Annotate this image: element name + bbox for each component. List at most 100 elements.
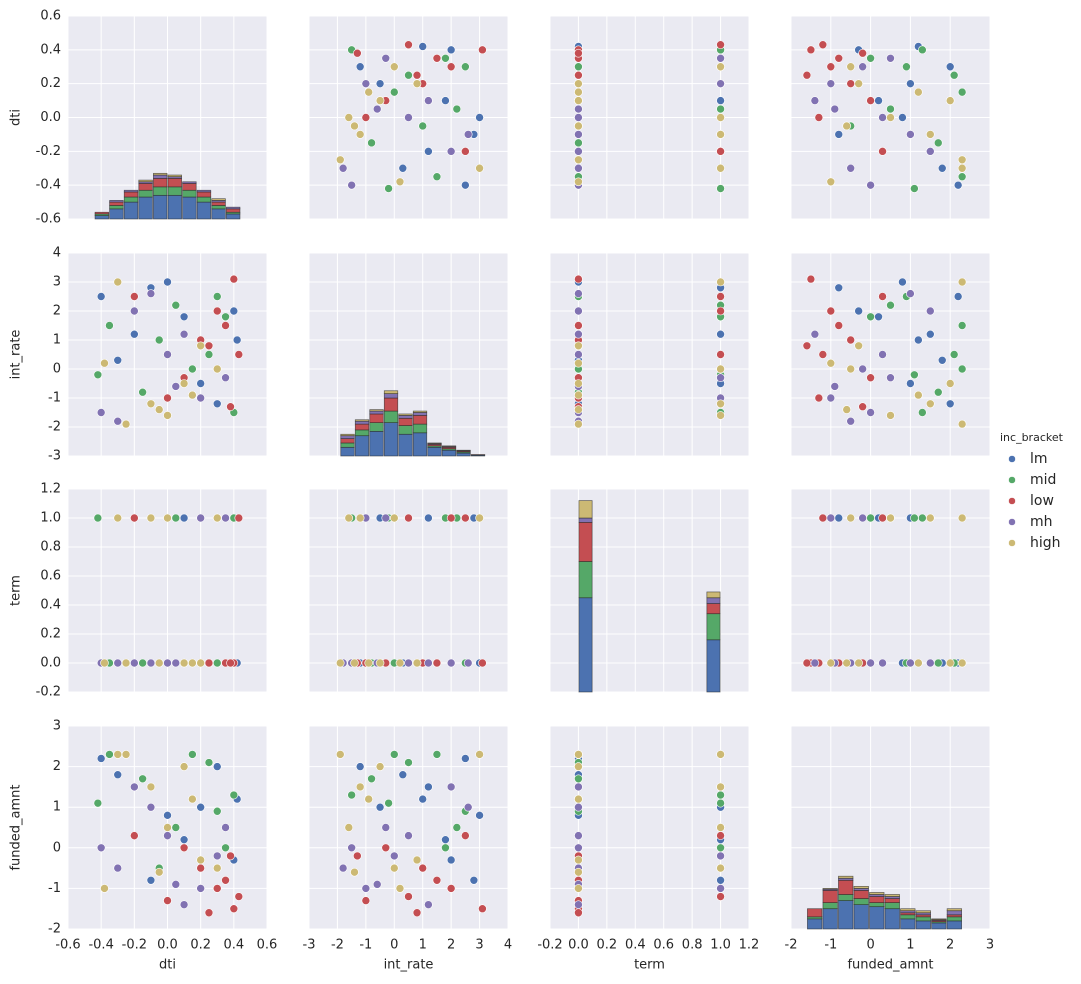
scatter-point [171,513,181,523]
histogram-bar [383,393,399,399]
scatter-point [344,513,354,523]
scatter-point [221,843,230,853]
scatter-point [957,163,967,173]
scatter-point [146,782,156,792]
histogram-bar [456,452,471,457]
scatter-point [866,373,875,383]
scatter-point [179,762,189,771]
scatter-point [957,155,967,165]
x-tick-label: 0 [390,938,398,953]
histogram-bar [383,422,399,457]
scatter-point [335,155,345,165]
scatter-point [446,147,456,156]
scatter-point [171,382,181,391]
scatter-point [96,754,106,763]
scatter-point [957,321,967,330]
scatter-point [469,875,479,885]
histogram-bar [822,908,838,930]
histogram-bar [838,879,854,895]
y-tick-label: 0 [53,362,61,377]
scatter-point [574,908,583,918]
histogram-bar [869,892,885,895]
y-tick-label: -1 [48,391,61,406]
histogram-bar [369,431,384,457]
scatter-point [716,373,725,383]
histogram-bar [441,445,457,447]
scatter-point [446,45,456,55]
x-tick-label: 0.0 [157,938,178,953]
scatter-point [574,155,583,165]
scatter-point [154,658,164,668]
scatter-point [353,48,362,58]
scatter-point [338,163,348,173]
scatter-point [910,370,919,380]
scatter-point [96,843,106,853]
y-tick-label: 0 [53,840,61,855]
panel-background [550,726,749,929]
scatter-point [933,138,943,148]
histogram-bar [398,425,413,435]
scatter-point [404,892,413,901]
scatter-point [910,184,919,193]
scatter-point [574,900,583,909]
scatter-point [412,70,422,80]
scatter-point [441,843,450,853]
scatter-point [432,53,442,63]
histogram-bar [900,914,916,920]
scatter-point [925,306,935,316]
scatter-point [130,329,139,339]
scatter-point [389,87,399,97]
scatter-point [826,393,836,403]
scatter-point [574,750,583,759]
scatter-point [404,40,413,50]
histogram-bar [340,438,355,444]
scatter-point [878,658,887,668]
scatter-point [381,53,391,63]
y-axis-label: funded_amnt [9,784,24,870]
histogram-bar [884,898,900,903]
scatter-point [949,350,959,359]
histogram-bar [354,435,370,457]
scatter-point [212,851,222,861]
y-axis-label: int_rate [9,330,24,380]
scatter-point [163,277,172,287]
scatter-point [574,70,583,80]
scatter-point [918,408,927,417]
histogram-bar [354,423,370,431]
scatter-point [475,163,484,173]
scatter-point [957,658,967,668]
scatter-point [424,147,433,156]
scatter-point [375,96,385,105]
scatter-point [179,843,189,853]
scatter-point [196,341,205,351]
scatter-point [818,513,828,523]
scatter-point [446,884,456,893]
histogram-bar [94,211,109,215]
histogram-bar [182,183,197,191]
histogram-bar [226,213,241,220]
y-axis-label: dti [9,109,24,126]
scatter-point [196,513,205,523]
scatter-point [347,843,356,853]
scatter-point [361,884,371,893]
scatter-point [858,402,867,412]
scatter-point [574,121,583,131]
histogram-bar [226,206,241,210]
panel-background [309,489,508,692]
histogram-bar [412,412,428,416]
scatter-point [953,180,963,190]
scatter-point [163,393,172,403]
x-tick-label: 2 [447,938,455,953]
x-tick-label: -2 [785,938,798,953]
scatter-point [121,419,131,429]
panel [790,252,991,457]
scatter-point [404,658,413,668]
histogram-bar [853,886,869,889]
scatter-point [452,823,462,832]
scatter-point [716,130,725,139]
scatter-point [826,306,836,316]
scatter-point [716,399,725,409]
scatter-point [716,863,725,873]
scatter-point [914,658,923,668]
scatter-point [113,513,123,523]
